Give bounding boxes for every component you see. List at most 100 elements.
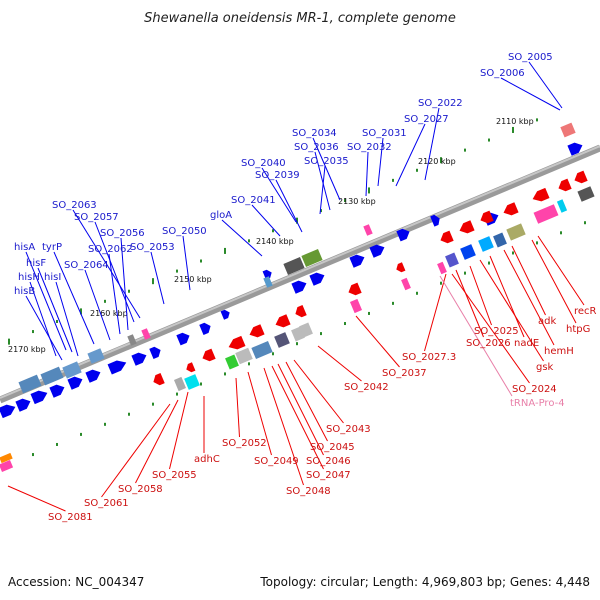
reverse-gene-label[interactable]: adhC: [194, 454, 220, 465]
reverse-gene-label[interactable]: SO_2081: [48, 512, 93, 523]
forward-gene-label[interactable]: SO_2053: [130, 242, 175, 253]
reverse-gene-label[interactable]: nadE: [514, 338, 539, 349]
leader-line: [108, 253, 121, 335]
forward-gene-label[interactable]: SO_2064: [64, 260, 109, 271]
leader-line: [424, 273, 447, 352]
accession-text: Accession: NC_004347: [8, 575, 144, 589]
leader-line: [53, 251, 95, 345]
leader-line: [271, 365, 324, 470]
scale-tick: [512, 251, 514, 255]
forward-gene-label[interactable]: hisB: [14, 286, 35, 297]
forward-gene-label[interactable]: SO_2006: [480, 68, 525, 79]
reverse-gene: [249, 324, 265, 338]
scale-tick: [200, 259, 202, 263]
feature-block: [533, 204, 559, 224]
forward-gene-label[interactable]: SO_2056: [100, 228, 145, 239]
forward-gene-label[interactable]: hisH: [18, 272, 40, 283]
forward-gene-label[interactable]: SO_2062: [88, 244, 133, 255]
feature-block: [445, 252, 459, 268]
leader-line: [451, 273, 530, 384]
forward-gene-label[interactable]: hisI: [44, 272, 61, 283]
reverse-gene-label[interactable]: SO_2025: [474, 326, 519, 337]
leader-line: [455, 269, 484, 338]
forward-gene: [131, 352, 147, 366]
reverse-gene-label[interactable]: SO_2042: [344, 382, 389, 393]
feature-block: [478, 236, 494, 252]
forward-gene-label[interactable]: SO_2035: [304, 156, 349, 167]
scale-tick: [32, 330, 34, 334]
feature-block: [18, 374, 42, 394]
reverse-gene-label[interactable]: SO_2052: [222, 438, 267, 449]
scale-label: 2140 kbp: [256, 237, 294, 246]
leader-line: [247, 371, 272, 456]
forward-gene: [309, 272, 325, 286]
reverse-gene-label[interactable]: hemH: [544, 346, 574, 357]
forward-gene-label[interactable]: hisF: [26, 258, 46, 269]
feature-block: [87, 348, 105, 364]
leader-line: [55, 281, 79, 357]
scale-labels: 2110 kbp 2120 kbp 2130 kbp 2140 kbp 2150 kbp…: [8, 117, 534, 354]
feature-block: [460, 244, 476, 260]
forward-gene: [49, 384, 65, 398]
forward-gene-label[interactable]: SO_2032: [347, 142, 392, 153]
leader-line: [25, 251, 67, 351]
scale-tick: [488, 261, 490, 265]
rna-feature-label[interactable]: tRNA-Pro-4: [510, 398, 565, 409]
forward-gene-label[interactable]: SO_2063: [52, 200, 97, 211]
reverse-gene-label[interactable]: SO_2026: [466, 338, 511, 349]
forward-gene-label[interactable]: SO_2041: [231, 195, 276, 206]
reverse-gene-label[interactable]: recR: [574, 306, 597, 317]
reverse-gene-label[interactable]: SO_2061: [84, 498, 129, 509]
leader-line: [84, 269, 111, 341]
scale-tick: [152, 402, 154, 406]
reverse-gene-label[interactable]: SO_2043: [326, 424, 371, 435]
leader-line: [275, 179, 303, 233]
forward-gene-label[interactable]: SO_2034: [292, 128, 337, 139]
forward-gene-label[interactable]: SO_2031: [362, 128, 407, 139]
leader-line: [439, 275, 513, 397]
forward-gene-label[interactable]: SO_2040: [241, 158, 286, 169]
feature-block: [299, 322, 313, 338]
scale-label: 2150 kbp: [174, 275, 212, 284]
reverse-gene-label[interactable]: SO_2037: [382, 368, 427, 379]
reverse-gene: [503, 202, 519, 216]
reverse-gene: [574, 170, 588, 184]
forward-gene-label[interactable]: SO_2057: [74, 212, 119, 223]
forward-gene-label[interactable]: SO_2050: [162, 226, 207, 237]
leader-line: [528, 61, 563, 109]
forward-gene-label[interactable]: SO_2005: [508, 52, 553, 63]
reverse-gene-label[interactable]: SO_2027.3: [402, 352, 456, 363]
reverse-gene-label[interactable]: gsk: [536, 362, 554, 373]
scale-tick: [104, 299, 106, 303]
genome-backbone-shade: [0, 145, 600, 399]
scale-tick: [224, 372, 226, 376]
reverse-gene-label[interactable]: SO_2024: [512, 384, 557, 395]
reverse-gene: [348, 282, 362, 296]
reverse-gene-label[interactable]: SO_2055: [152, 470, 197, 481]
reverse-gene-label[interactable]: SO_2049: [254, 456, 299, 467]
reverse-gene-label[interactable]: SO_2048: [286, 486, 331, 497]
reverse-gene-label[interactable]: adk: [538, 316, 556, 327]
scale-label: 2130 kbp: [338, 197, 376, 206]
scale-tick: [56, 319, 58, 323]
reverse-gene-label[interactable]: SO_2058: [118, 484, 163, 495]
forward-gene-label[interactable]: tyrP: [42, 242, 62, 253]
forward-gene-label[interactable]: SO_2022: [418, 98, 463, 109]
forward-gene-label[interactable]: SO_2027: [404, 114, 449, 125]
reverse-gene-label[interactable]: htpG: [566, 324, 590, 335]
forward-gene-label[interactable]: SO_2039: [255, 170, 300, 181]
reverse-gene-label[interactable]: SO_2045: [310, 442, 355, 453]
scale-tick: [176, 392, 178, 396]
leader-line: [235, 377, 240, 438]
forward-gene-label[interactable]: SO_2036: [294, 142, 339, 153]
feature-block: [401, 277, 411, 291]
forward-gene-label[interactable]: hisA: [14, 242, 35, 253]
forward-gene-label[interactable]: gloA: [210, 210, 232, 221]
forward-gene: [30, 390, 48, 405]
scale-label: 2160 kbp: [90, 309, 128, 318]
scale-tick: [344, 322, 346, 326]
scale-tick: [32, 453, 34, 457]
reverse-gene-label[interactable]: SO_2046: [306, 456, 351, 467]
reverse-gene-label[interactable]: SO_2047: [306, 470, 351, 481]
leader-line: [120, 237, 129, 331]
